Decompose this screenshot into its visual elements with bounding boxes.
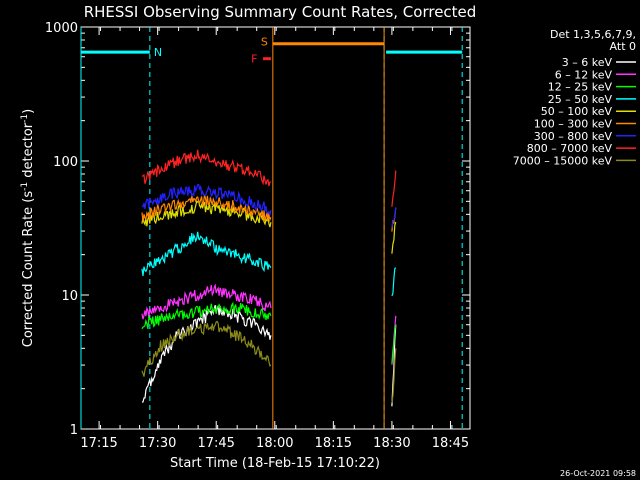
series-line-12-25kev-seg1	[391, 324, 397, 364]
series-line-50-100kev-seg1	[391, 221, 397, 254]
series-line-300-800kev-seg1	[391, 207, 397, 228]
legend-label: 7000 – 15000 keV	[513, 154, 613, 167]
y-axis-label-main: Corrected Count Rate (s	[21, 191, 36, 348]
y-tick-label: 10	[61, 289, 78, 304]
legend-label: 6 – 12 keV	[555, 68, 613, 81]
series-line-6-12kev-seg0	[141, 283, 272, 320]
series-line-25-50kev-seg0	[141, 231, 272, 276]
y-axis: 1 10 100 1000	[45, 21, 470, 438]
series-line-300-800kev-seg0	[141, 183, 272, 218]
y-axis-label-mid: detector	[21, 122, 36, 182]
legend-header-line1: Det 1,3,5,6,7,9,	[550, 28, 636, 41]
x-axis: 17:15 17:30 17:45 18:00 18:15 18:30 18:45	[80, 27, 469, 451]
saa-label: S	[261, 36, 268, 49]
legend-label: 3 – 6 keV	[562, 56, 613, 69]
timestamp: 26-Oct-2021 09:58	[560, 469, 636, 478]
x-tick-label: 18:45	[432, 436, 469, 451]
chart-title: RHESSI Observing Summary Count Rates, Co…	[84, 3, 477, 21]
series-line-100-300kev-seg0	[141, 194, 272, 223]
series-group	[141, 149, 397, 407]
flare-label: F	[251, 53, 257, 66]
legend-label: 12 – 25 keV	[548, 81, 613, 94]
legend-label: 300 – 800 keV	[534, 130, 613, 143]
series-line-7000-15000kev-seg1	[391, 348, 397, 403]
series-line-12-25kev-seg0	[141, 301, 272, 330]
x-tick-label: 18:15	[315, 436, 352, 451]
x-tick-label: 18:00	[256, 436, 293, 451]
legend-label: 800 – 7000 keV	[527, 142, 613, 155]
legend-label: 50 – 100 keV	[541, 105, 613, 118]
y-tick-label: 1	[70, 423, 78, 438]
series-line-800-7000kev-seg0	[141, 149, 272, 187]
legend-label: 100 – 300 keV	[534, 118, 613, 131]
y-axis-label-end: )	[21, 109, 36, 114]
x-axis-label: Start Time (18-Feb-15 17:10:22)	[170, 456, 380, 471]
x-tick-label: 17:45	[197, 436, 234, 451]
series-line-25-50kev-seg1	[391, 267, 397, 297]
y-axis-label-sup1: -1	[20, 182, 30, 191]
y-tick-label: 1000	[45, 21, 78, 36]
x-tick-label: 17:15	[80, 436, 117, 451]
interval-markers: N SF	[80, 27, 463, 429]
x-tick-label: 17:30	[139, 436, 176, 451]
y-tick-label: 100	[53, 155, 78, 170]
night-label: N	[154, 46, 162, 59]
legend-header-line2: Att 0	[610, 40, 636, 53]
y-axis-label: Corrected Count Rate (s-1 detector-1)	[20, 109, 36, 347]
x-tick-label: 18:30	[373, 436, 410, 451]
y-axis-label-sup2: -1	[20, 114, 30, 123]
series-line-7000-15000kev-seg0	[141, 320, 272, 377]
series-line-800-7000kev-seg1	[391, 170, 397, 207]
legend-label: 25 – 50 keV	[548, 93, 613, 106]
